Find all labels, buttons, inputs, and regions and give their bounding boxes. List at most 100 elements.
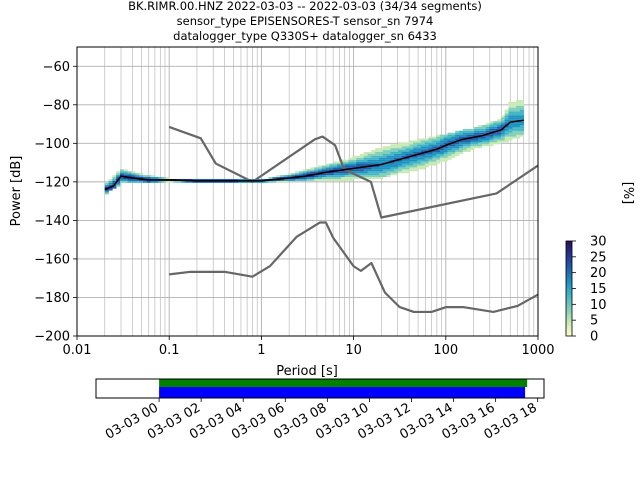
psd-cell [500,136,505,139]
psd-cell [375,169,380,172]
psd-cell [424,159,429,162]
psd-cell [318,165,323,168]
psd-cell [398,155,403,158]
psd-cell [417,163,422,166]
psd-cell [481,144,486,147]
psd-cell [287,175,292,178]
psd-cell [329,163,334,166]
psd-cell [409,159,414,162]
psd-cell [306,177,311,179]
psd-cell [359,167,365,170]
psd-cell [215,178,220,181]
psd-cell [489,140,494,143]
psd-cell [443,157,448,160]
psd-cell [386,153,391,156]
psd-cell [462,132,467,135]
psd-cell [367,167,372,170]
x-tick-label: 10 [345,343,362,358]
psd-cell [371,153,376,156]
psd-cell [481,140,486,143]
psd-cell [257,178,262,181]
psd-cell [447,153,452,156]
psd-cell [222,178,227,181]
psd-cell [413,161,418,164]
psd-cell [519,117,525,120]
psd-cell [398,167,403,170]
psd-cell [474,132,479,135]
psd-cell [424,150,429,153]
psd-cell [424,138,429,141]
psd-cell [363,167,368,170]
psd-cell [424,157,429,160]
psd-cell [485,130,490,133]
psd-cell [203,178,208,181]
psd-cell [116,171,121,174]
psd-cell [439,138,445,141]
psd-cell [497,142,502,145]
psd-cell [375,159,380,162]
psd-cell [508,136,513,139]
colorbar-tick-label: 0 [590,330,598,345]
psd-cell [497,138,502,141]
psd-cell [367,175,372,178]
psd-cell [276,175,281,178]
psd-cell [409,146,414,149]
psd-cell [367,169,372,172]
psd-cell [394,157,399,160]
psd-cell [340,159,346,162]
psd-cell [276,178,281,181]
psd-cell [359,157,365,160]
psd-cell [470,128,475,131]
psd-cell [447,146,452,149]
psd-cell [348,169,353,172]
psd-cell [348,159,353,162]
x-tick-label: 0.1 [159,343,180,358]
psd-cell [504,113,509,116]
psd-cell [512,123,517,126]
psd-cell [428,146,433,149]
psd-cell [447,144,452,147]
psd-cell [359,159,365,162]
psd-cell [413,146,418,149]
psd-cell [340,177,346,179]
psd-cell [420,150,425,153]
psd-cell [504,126,509,129]
psd-cell [428,148,433,151]
psd-cell [474,126,479,129]
psd-cell [516,107,521,110]
psd-cell [428,163,433,166]
x-tick-label: 1000 [521,343,554,358]
psd-cell [508,132,513,135]
psd-cell [478,128,483,131]
psd-cell [508,103,513,106]
psd-cell [489,126,494,129]
psd-cell [337,167,342,170]
psd-cell [413,150,418,153]
psd-cell [337,161,342,164]
psd-cell [165,177,170,179]
psd-cell [329,169,334,172]
psd-cell [314,167,319,170]
psd-distribution [104,99,525,195]
psd-cell [481,132,486,135]
psd-cell [394,144,399,147]
psd-cell [219,180,224,183]
psd-cell [348,157,353,160]
psd-cell [382,163,387,166]
psd-cell [432,144,437,147]
psd-cell [424,155,429,158]
psd-cell [363,152,368,154]
colorbar-label: [%] [620,182,635,205]
psd-cell [352,171,357,174]
psd-cell [127,175,132,178]
psd-cell [337,171,342,174]
psd-cell [249,178,254,181]
psd-cell [398,148,403,151]
psd-cell [478,126,483,129]
psd-cell [196,178,201,181]
psd-cell [371,177,376,179]
psd-cell [333,167,338,170]
psd-cell [420,153,425,156]
psd-cell [516,126,521,129]
